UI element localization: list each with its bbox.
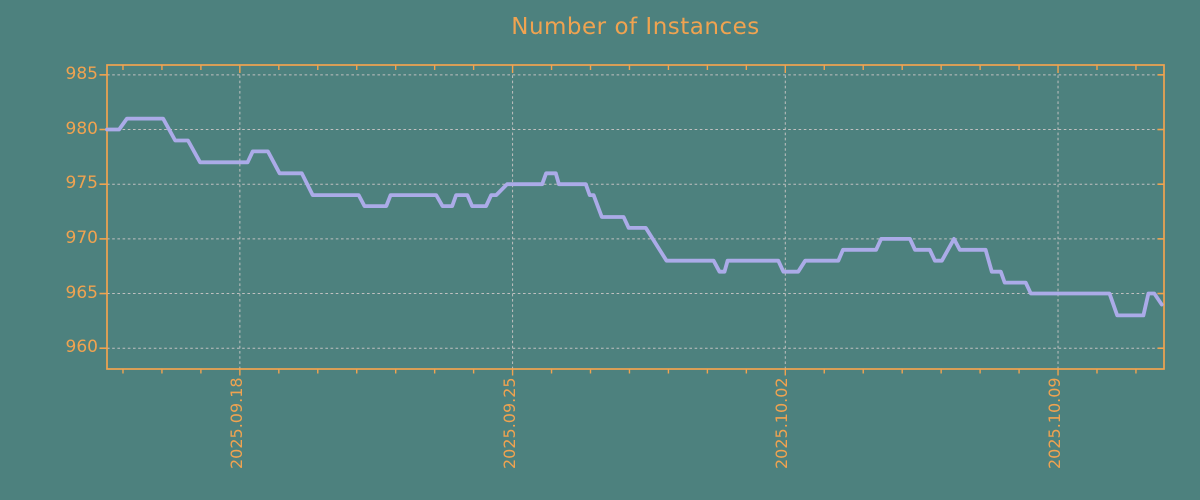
x-axis-tick-label: 2025.09.25	[499, 377, 519, 469]
chart-title: Number of Instances	[511, 14, 760, 40]
y-axis-tick-label: 970	[65, 227, 98, 248]
instances-line-series	[105, 116, 1164, 318]
y-axis-tick-label: 975	[65, 173, 98, 194]
x-axis-tick-label: 2025.10.02	[772, 377, 792, 469]
y-axis-tick-label: 960	[65, 337, 98, 358]
y-axis-tick-label: 985	[65, 63, 98, 84]
x-axis-tick-label: 2025.09.18	[226, 377, 246, 469]
y-axis-tick-label: 980	[65, 118, 98, 139]
plot-border	[106, 64, 1165, 370]
x-axis-tick-label: 2025.10.09	[1045, 377, 1065, 469]
y-axis-tick-label: 965	[65, 282, 98, 303]
